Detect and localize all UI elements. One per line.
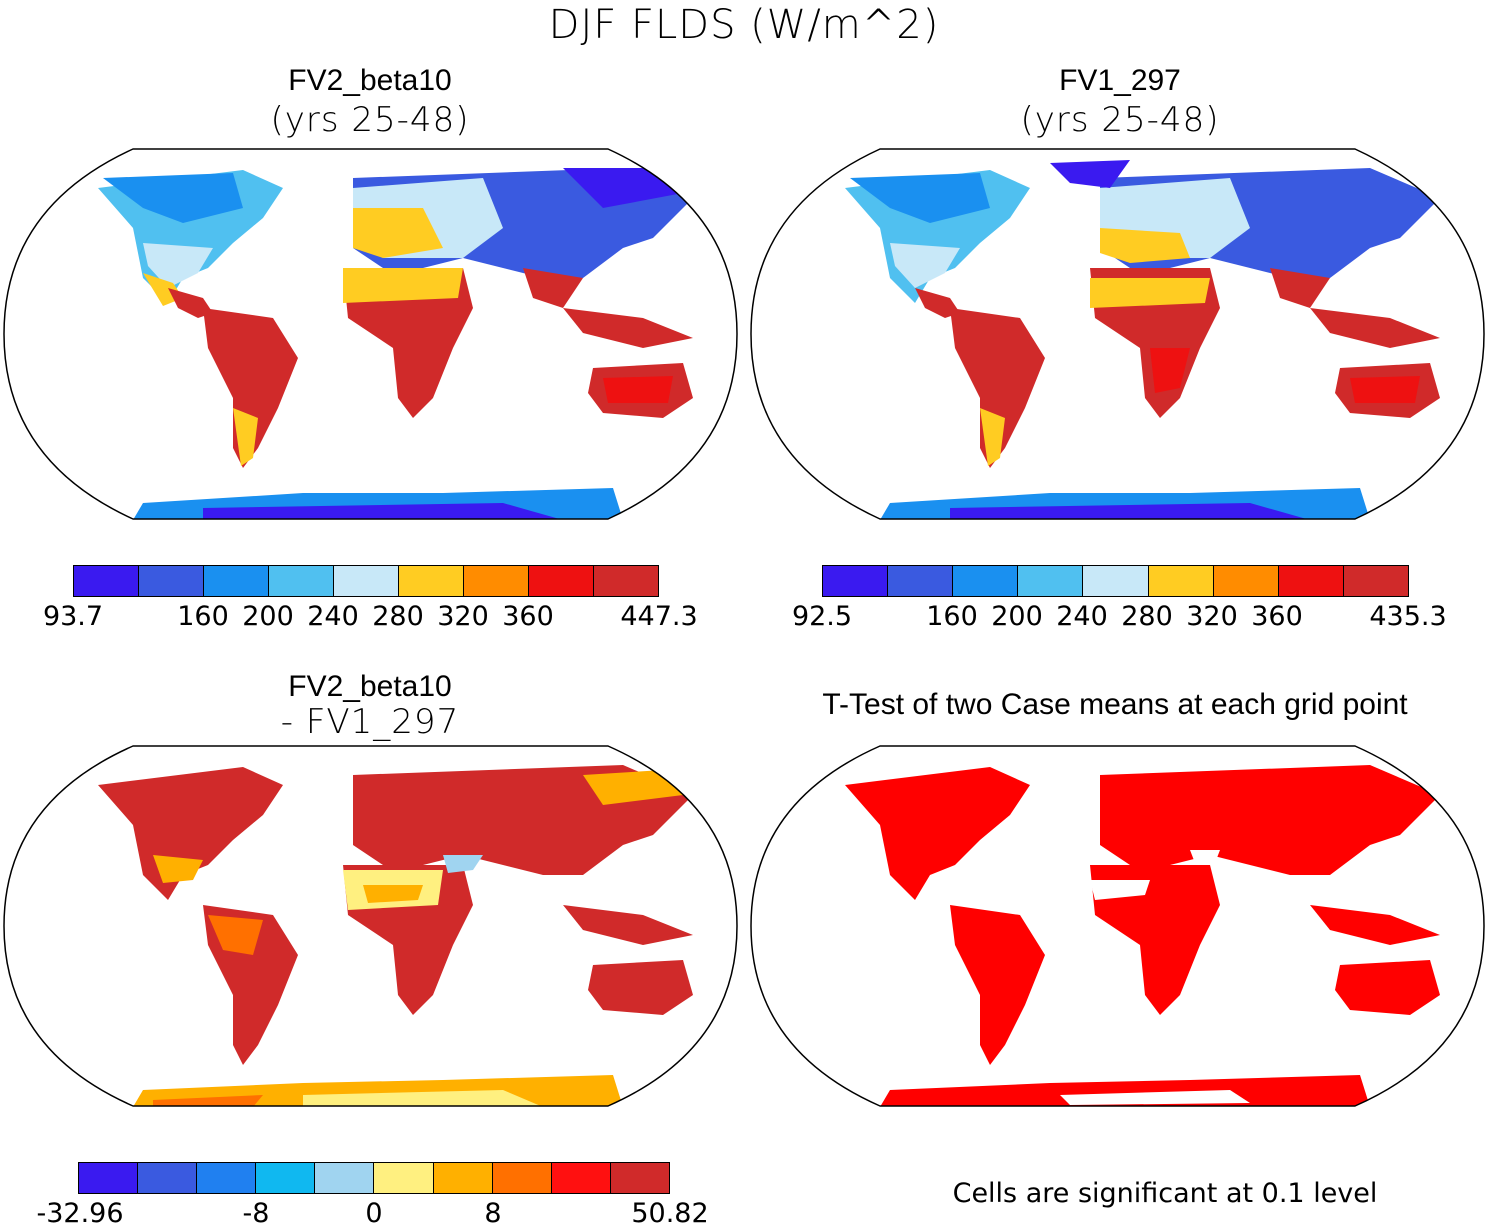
cb3-swatch <box>138 1163 198 1193</box>
cb3-swatch <box>79 1163 139 1193</box>
panel4-title: T-Test of two Case means at each grid po… <box>822 688 1408 721</box>
cb2-swatch <box>953 566 1019 596</box>
map-panel-2 <box>750 148 1485 520</box>
cb1-tick: 160 <box>177 601 229 632</box>
cb2-swatch <box>1278 566 1344 596</box>
cb3-swatch <box>256 1163 316 1193</box>
cb1-swatch <box>334 566 399 596</box>
cb1-tick: 447.3 <box>620 601 698 632</box>
cb2-swatch <box>888 566 954 596</box>
colorbar-3 <box>78 1162 670 1194</box>
cb2-tick: 92.5 <box>791 601 853 632</box>
cb2-swatch <box>1083 566 1149 596</box>
cb2-swatch <box>823 566 889 596</box>
cb2-swatch <box>1213 566 1279 596</box>
cb1-swatch <box>529 566 594 596</box>
cb1-tick: 240 <box>307 601 359 632</box>
figure-title: DJF FLDS (W/m^2) <box>548 2 940 48</box>
colorbar-2 <box>822 565 1409 597</box>
cb3-tick: 0 <box>365 1198 383 1229</box>
cb3-tick: -8 <box>242 1198 270 1229</box>
cb2-tick: 280 <box>1121 601 1173 632</box>
cb1-tick: 360 <box>502 601 554 632</box>
cb1-tick: 280 <box>372 601 424 632</box>
cb1-swatch <box>74 566 139 596</box>
cb3-tick: 8 <box>484 1198 502 1229</box>
cb1-swatch <box>399 566 464 596</box>
cb3-swatch <box>374 1163 434 1193</box>
cb1-swatch <box>464 566 529 596</box>
map-panel-1 <box>3 148 738 520</box>
cb2-tick: 240 <box>1056 601 1108 632</box>
south-america-land <box>203 308 298 468</box>
cb2-tick: 160 <box>926 601 978 632</box>
cb2-tick: 320 <box>1186 601 1238 632</box>
cb1-swatch <box>139 566 204 596</box>
cb3-swatch <box>492 1163 552 1193</box>
panel2-subtitle: (yrs 25-48) <box>1020 100 1220 140</box>
cb1-tick: 93.7 <box>42 601 104 632</box>
cb3-swatch <box>551 1163 611 1193</box>
panel1-title: FV2_beta10 <box>288 64 452 97</box>
cb2-swatch <box>1148 566 1214 596</box>
cb3-swatch <box>197 1163 257 1193</box>
cb3-swatch <box>610 1163 669 1193</box>
map-panel-3 <box>3 745 738 1107</box>
colorbar-1 <box>73 565 659 597</box>
cb2-swatch <box>1018 566 1084 596</box>
cb2-tick: 360 <box>1251 601 1303 632</box>
cb2-swatch <box>1343 566 1408 596</box>
cb3-swatch <box>433 1163 493 1193</box>
cb3-swatch <box>315 1163 375 1193</box>
cb1-swatch <box>594 566 658 596</box>
cb2-tick: 435.3 <box>1369 601 1447 632</box>
panel2-title: FV1_297 <box>1059 64 1181 97</box>
panel3-title: FV2_beta10 <box>288 670 452 703</box>
significance-footnote: Cells are significant at 0.1 level <box>952 1178 1378 1209</box>
cb3-tick: -32.96 <box>36 1198 124 1229</box>
cb1-tick: 200 <box>242 601 294 632</box>
panel3-subtitle: - FV1_297 <box>280 702 460 742</box>
cb2-tick: 200 <box>991 601 1043 632</box>
cb1-swatch <box>269 566 334 596</box>
panel1-subtitle: (yrs 25-48) <box>270 100 470 140</box>
africa-land <box>343 268 473 418</box>
map-panel-4 <box>750 745 1485 1107</box>
cb3-tick: 50.82 <box>631 1198 709 1229</box>
cb1-tick: 320 <box>437 601 489 632</box>
cb1-swatch <box>204 566 269 596</box>
